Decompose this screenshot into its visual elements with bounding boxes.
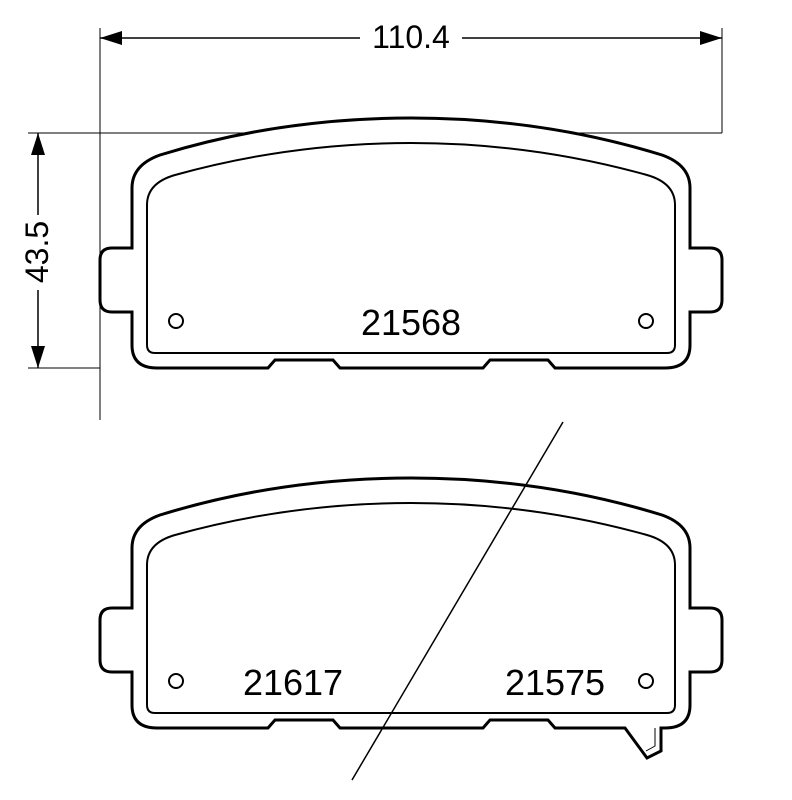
arrow-top: [31, 133, 45, 155]
brake-pad-top: 21568: [100, 118, 722, 368]
arrow-left: [100, 31, 122, 45]
pad-top-partno: 21568: [361, 302, 461, 343]
brake-pad-bottom: 21617 21575: [100, 478, 722, 758]
pad-bottom-partno-right: 21575: [505, 662, 605, 703]
pad-bottom-outline: [100, 478, 722, 758]
height-value: 43.5: [19, 221, 55, 283]
arrow-bot: [31, 346, 45, 368]
width-value: 110.4: [372, 19, 450, 55]
arrow-right: [700, 31, 722, 45]
pad-bottom-partno-left: 21617: [243, 662, 343, 703]
